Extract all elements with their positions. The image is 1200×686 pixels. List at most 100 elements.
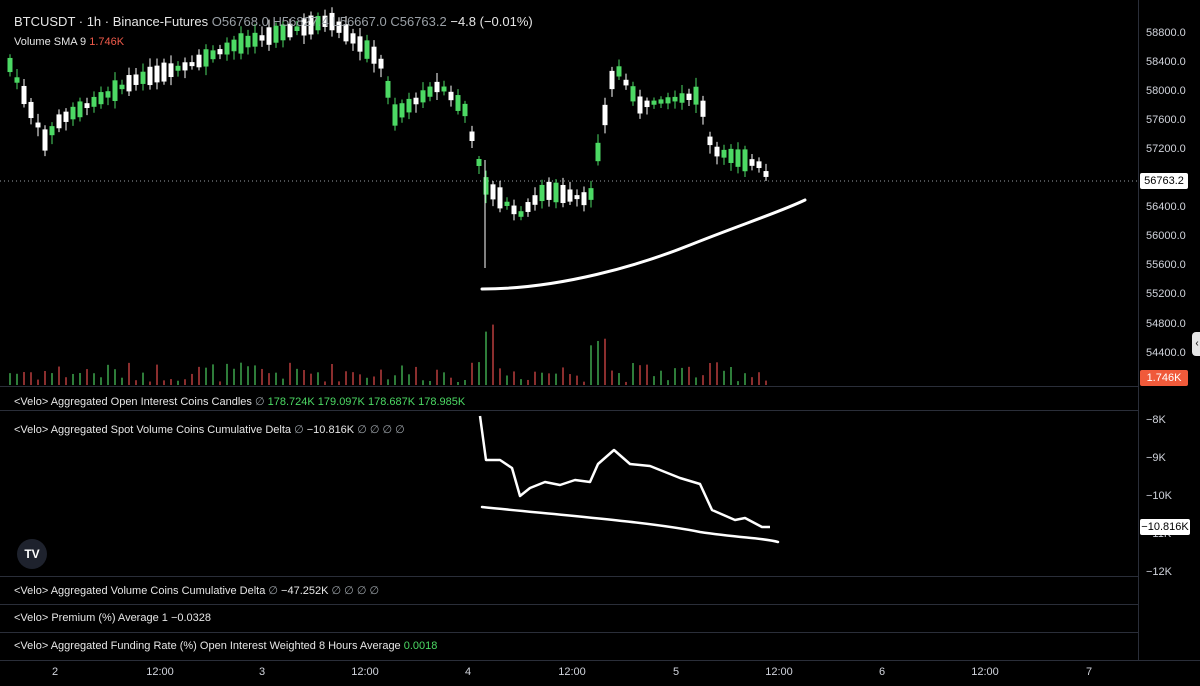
settings-icon[interactable]: ∅ <box>268 585 278 597</box>
funding-value: 0.0018 <box>403 640 438 652</box>
candle-body <box>21 85 27 105</box>
candle-body <box>189 62 195 67</box>
volume-cvd-value: −47.252K <box>281 585 329 597</box>
volume-bar <box>562 367 564 385</box>
volume-bar <box>226 363 228 385</box>
volume-bar <box>310 373 312 385</box>
volume-sma-value: 1.746K <box>89 36 125 48</box>
spot-cvd-legend[interactable]: <Velo> Aggregated Spot Volume Coins Cumu… <box>14 423 405 436</box>
candle-body <box>203 49 209 67</box>
settings-icon[interactable]: ∅ <box>357 424 367 436</box>
volume-bar <box>191 373 193 385</box>
candle-body <box>595 142 601 162</box>
candle-body <box>35 122 41 128</box>
settings-icon[interactable]: ∅ <box>395 424 405 436</box>
volume-bar <box>114 369 116 385</box>
candle-body <box>462 103 468 117</box>
volume-cvd-legend[interactable]: <Velo> Aggregated Volume Coins Cumulativ… <box>14 584 379 597</box>
candle-body <box>497 187 503 209</box>
volume-bar <box>499 368 501 385</box>
candle-body <box>630 86 636 102</box>
candle-body <box>714 146 720 157</box>
settings-icon[interactable]: ∅ <box>344 585 354 597</box>
settings-icon[interactable]: ∅ <box>294 424 304 436</box>
candle-body <box>490 184 496 200</box>
settings-icon[interactable]: ∅ <box>331 585 342 597</box>
price-change: −4.8 (−0.01%) <box>450 14 533 29</box>
volume-bar <box>730 366 732 385</box>
main-chart[interactable] <box>0 0 1138 660</box>
volume-bar <box>268 373 270 385</box>
candle-body <box>273 25 279 43</box>
volume-bar <box>611 370 613 385</box>
volume-bar <box>646 364 648 385</box>
candle-body <box>112 80 118 102</box>
volume-bar <box>478 362 480 385</box>
volume-bar <box>16 373 18 385</box>
volume-bar <box>555 373 557 385</box>
tradingview-logo-icon[interactable]: TV <box>17 539 47 569</box>
price-tick: 58800.0 <box>1146 27 1186 39</box>
volume-bar <box>366 377 368 385</box>
candle-body <box>63 111 69 122</box>
candle-body <box>7 57 13 73</box>
volume-bar <box>345 371 347 385</box>
volume-bar <box>338 381 340 385</box>
candle-body <box>371 46 377 64</box>
volume-bar <box>184 379 186 385</box>
settings-icon[interactable]: ∅ <box>369 585 380 597</box>
candle-body <box>210 50 216 60</box>
volume-bar <box>359 374 361 385</box>
volume-bar <box>709 363 711 385</box>
settings-icon[interactable]: ∅ <box>254 396 265 408</box>
candle-body <box>742 149 748 172</box>
pane-divider <box>0 576 1138 577</box>
candle-body <box>294 26 300 32</box>
premium-legend[interactable]: <Velo> Premium (%) Average 1 −0.0328 <box>14 612 211 624</box>
time-tick: 7 <box>1085 666 1093 678</box>
volume-bar <box>716 362 718 385</box>
settings-icon[interactable]: ∅ <box>356 585 367 597</box>
settings-icon[interactable]: ∅ <box>369 424 380 436</box>
premium-value: −0.0328 <box>170 612 212 624</box>
volume-bar <box>170 379 172 385</box>
volume-bar <box>506 375 508 385</box>
price-tick: 55600.0 <box>1146 259 1186 271</box>
candle-body <box>301 18 307 36</box>
volume-bar <box>156 364 158 385</box>
volume-bar <box>219 381 221 385</box>
time-tick: 12:00 <box>765 666 793 678</box>
volume-bar <box>282 378 284 385</box>
candle-body <box>539 184 545 202</box>
volume-bar <box>688 366 690 385</box>
volume-sma-legend[interactable]: Volume SMA 9 1.746K <box>14 36 124 48</box>
volume-bar <box>121 377 123 385</box>
volume-bar <box>100 377 102 385</box>
candle-body <box>434 81 440 93</box>
candle-body <box>476 158 482 167</box>
open-interest-legend[interactable]: <Velo> Aggregated Open Interest Coins Ca… <box>14 395 465 408</box>
volume-bar <box>387 379 389 385</box>
funding-legend[interactable]: <Velo> Aggregated Funding Rate (%) Open … <box>14 640 437 652</box>
candle-body <box>721 149 727 158</box>
price-tick: 58400.0 <box>1146 56 1186 68</box>
candle-body <box>735 149 741 167</box>
scroll-handle-icon[interactable]: ‹ <box>1192 332 1200 356</box>
candle-body <box>42 129 48 151</box>
candle-body <box>532 195 538 205</box>
candle-body <box>588 188 594 200</box>
volume-bar <box>590 345 592 385</box>
settings-icon[interactable]: ∅ <box>382 424 393 436</box>
candle-body <box>28 101 34 119</box>
time-tick: 6 <box>878 666 886 678</box>
volume-bar <box>422 380 424 385</box>
candle-body <box>56 114 62 129</box>
symbol-label[interactable]: BTCUSDT · 1h · Binance-Futures <box>14 14 209 29</box>
candle-body <box>602 104 608 126</box>
volume-bar <box>163 380 165 385</box>
candle-body <box>749 159 755 166</box>
candle-body <box>217 49 223 55</box>
candle-body <box>336 21 342 33</box>
volume-bar <box>569 374 571 385</box>
candle-body <box>385 80 391 98</box>
